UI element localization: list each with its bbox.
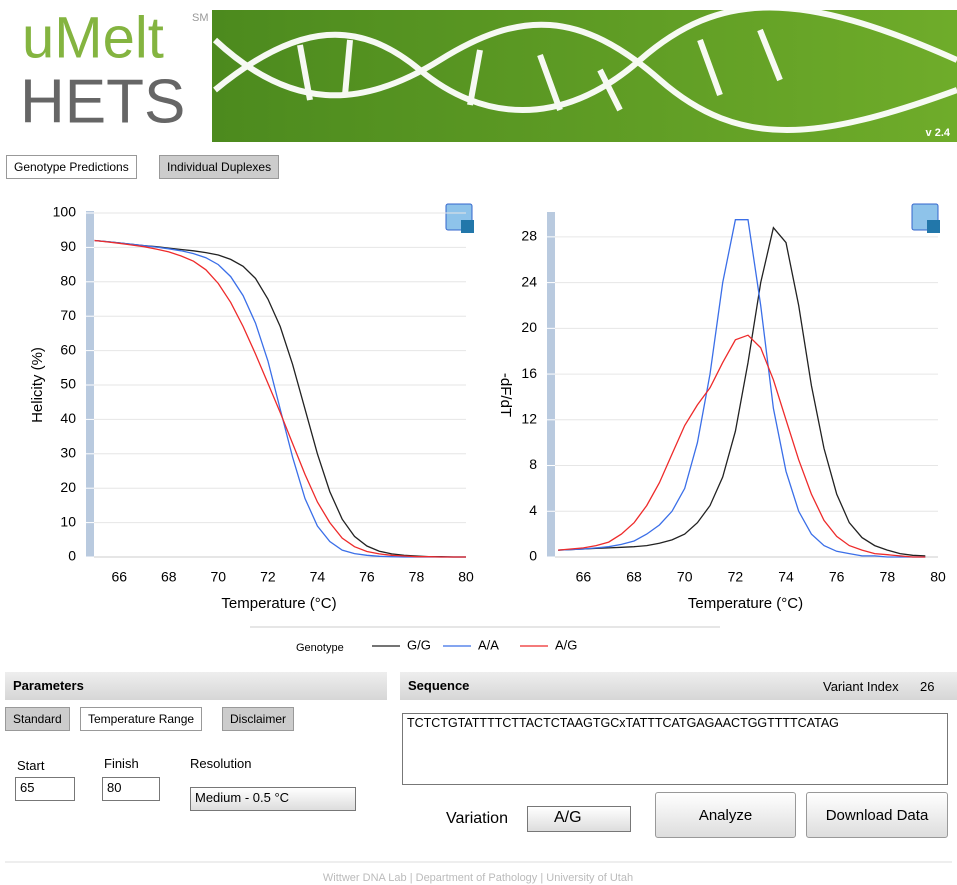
button[interactable]: Analyze	[655, 792, 796, 838]
value: 26	[920, 679, 934, 694]
y-tick-label: 12	[521, 411, 537, 427]
label: Variation	[446, 810, 508, 828]
label: Finish	[104, 756, 139, 771]
legend-label: A/G	[555, 637, 577, 652]
input[interactable]: 80	[102, 777, 160, 801]
series-line	[558, 228, 925, 556]
y-tick-label: 90	[60, 238, 76, 254]
y-tick-label: 30	[60, 445, 76, 461]
x-tick-label: 68	[626, 569, 642, 585]
logo-bottom: HETS	[20, 67, 185, 136]
select[interactable]: Medium - 0.5 °C	[190, 787, 356, 811]
y-axis-bar	[86, 211, 94, 557]
footer: Wittwer DNA Lab | Department of Patholog…	[323, 872, 633, 884]
y-tick-label: 80	[60, 273, 76, 289]
y-axis-bar	[547, 212, 555, 557]
label: Start	[17, 758, 44, 773]
x-tick-label: 68	[161, 569, 177, 585]
input[interactable]: 65	[15, 777, 75, 801]
y-tick-label: 24	[521, 273, 537, 289]
tab[interactable]: Temperature Range	[80, 707, 202, 731]
label: Resolution	[190, 756, 251, 771]
tab[interactable]: Genotype Predictions	[6, 155, 137, 179]
x-tick-label: 70	[677, 569, 693, 585]
x-tick-label: 80	[930, 569, 946, 585]
logo-mark: SM	[192, 12, 209, 24]
button[interactable]: Download Data	[806, 792, 948, 838]
x-tick-label: 66	[576, 569, 592, 585]
x-tick-label: 74	[310, 569, 326, 585]
y-tick-label: 0	[529, 548, 537, 564]
label: Variant Index	[823, 679, 899, 694]
x-tick-label: 72	[260, 569, 276, 585]
x-tick-label: 78	[880, 569, 896, 585]
tab[interactable]: Standard	[5, 707, 70, 731]
select[interactable]: A/G	[527, 806, 631, 832]
save-icons	[446, 204, 940, 233]
y-tick-label: 4	[529, 502, 537, 518]
y-tick-label: 8	[529, 456, 537, 472]
y-tick-label: 16	[521, 365, 537, 381]
sequence-input[interactable]: TCTCTGTATTTTCTTACTCTAAGTGCxTATTTCATGAGAA…	[402, 713, 948, 785]
y-axis-title: Helicity (%)	[29, 347, 46, 423]
page: uMelt SM HETS v 2.4 Wittwer DNA Lab | De…	[0, 0, 957, 885]
series-line	[95, 241, 467, 558]
x-axis-title: Temperature (°C)	[221, 595, 336, 612]
y-tick-label: 0	[68, 548, 76, 564]
x-tick-label: 78	[409, 569, 425, 585]
series-line	[95, 241, 467, 558]
x-tick-label: 66	[111, 569, 127, 585]
y-tick-label: 40	[60, 410, 76, 426]
y-tick-label: 70	[60, 307, 76, 323]
legend-label: G/G	[407, 637, 431, 652]
series-line	[558, 335, 925, 557]
tab[interactable]: Disclaimer	[222, 707, 294, 731]
y-tick-label: 10	[60, 513, 76, 529]
tab[interactable]: Individual Duplexes	[159, 155, 279, 179]
x-tick-label: 70	[211, 569, 227, 585]
y-tick-label: 20	[521, 319, 537, 335]
x-tick-label: 74	[778, 569, 794, 585]
y-tick-label: 50	[60, 376, 76, 392]
y-tick-label: 28	[521, 228, 537, 244]
x-axis-title: Temperature (°C)	[688, 595, 803, 612]
y-axis-title: -dF/dT	[497, 373, 514, 417]
legend-label: A/A	[478, 637, 499, 652]
x-tick-label: 80	[458, 569, 474, 585]
x-tick-label: 76	[829, 569, 845, 585]
series-line	[558, 220, 925, 557]
y-tick-label: 20	[60, 479, 76, 495]
logo-top: uMelt	[22, 5, 164, 70]
y-tick-label: 100	[53, 204, 77, 220]
legend-title: Genotype	[296, 642, 344, 654]
series-line	[95, 241, 467, 558]
version: v 2.4	[926, 127, 951, 139]
x-tick-label: 72	[728, 569, 744, 585]
x-tick-label: 76	[359, 569, 375, 585]
y-tick-label: 60	[60, 341, 76, 357]
panel-header: Parameters	[5, 672, 387, 700]
